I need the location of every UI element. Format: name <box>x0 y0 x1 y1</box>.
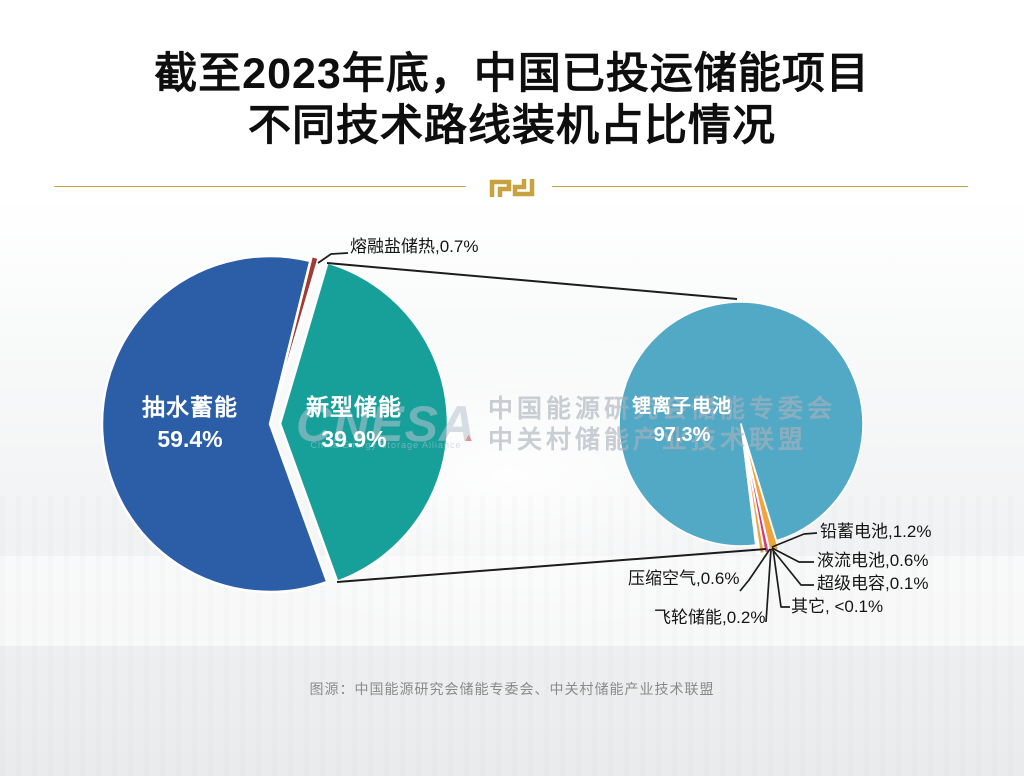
slice-label-li-ion: 锂离子电池 97.3% <box>607 394 757 450</box>
callout-flow-battery: 液流电池,0.6% <box>817 551 929 570</box>
callout-lead-battery: 铅蓄电池,1.2% <box>820 522 932 541</box>
pie-slice-熔融盐储热 <box>270 254 321 421</box>
primary-pie <box>100 254 450 594</box>
callout-flywheel: 飞轮储能,0.2% <box>654 608 766 627</box>
leader-line-air <box>739 548 771 592</box>
slice-label-pumped-hydro: 抽水蓄能 59.4% <box>105 392 275 456</box>
pie-slice-锂离子电池 <box>618 301 864 547</box>
connector-line-top <box>326 262 738 300</box>
callout-compressed-air: 压缩空气,0.6% <box>628 569 740 588</box>
secondary-pie <box>618 301 864 555</box>
divider-rule-right <box>552 186 968 187</box>
page-title: 截至2023年底，中国已投运储能项目 不同技术路线装机占比情况 <box>0 48 1024 152</box>
source-caption: 图源：中国能源研究会储能专委会、中关村储能产业技术联盟 <box>309 681 715 697</box>
leader-line-other <box>772 548 790 608</box>
pie-slice-新型储能 <box>278 261 450 583</box>
leader-line-lead <box>771 532 818 548</box>
callout-molten-salt: 熔融盐储热,0.7% <box>350 237 479 256</box>
callout-supercapacitor: 超级电容,0.1% <box>817 574 929 593</box>
li-ion-name: 锂离子电池 <box>631 396 732 417</box>
leader-line-molten <box>317 252 349 264</box>
pie-slice-抽水蓄能 <box>100 254 329 594</box>
page-title-line2: 不同技术路线装机占比情况 <box>248 102 776 150</box>
leader-line-supercap <box>771 548 814 586</box>
leader-line-flow <box>771 547 814 563</box>
li-ion-pct: 97.3% <box>653 424 711 446</box>
pumped-hydro-pct: 59.4% <box>157 426 223 452</box>
callout-other: 其它, <0.1% <box>791 597 884 616</box>
new-type-storage-name: 新型储能 <box>306 394 402 420</box>
meander-logo-icon <box>489 179 535 197</box>
page-title-line1: 截至2023年底，中国已投运储能项目 <box>154 50 870 98</box>
leader-line-flywheel <box>765 548 772 623</box>
background-band <box>0 556 1024 646</box>
pumped-hydro-name: 抽水蓄能 <box>142 394 238 420</box>
new-type-storage-pct: 39.9% <box>321 426 387 452</box>
divider-rule-left <box>54 186 466 187</box>
pie-slice-其它 <box>741 432 759 555</box>
connector-line-bottom <box>336 548 767 583</box>
slice-label-new-type-storage: 新型储能 39.9% <box>280 392 428 456</box>
